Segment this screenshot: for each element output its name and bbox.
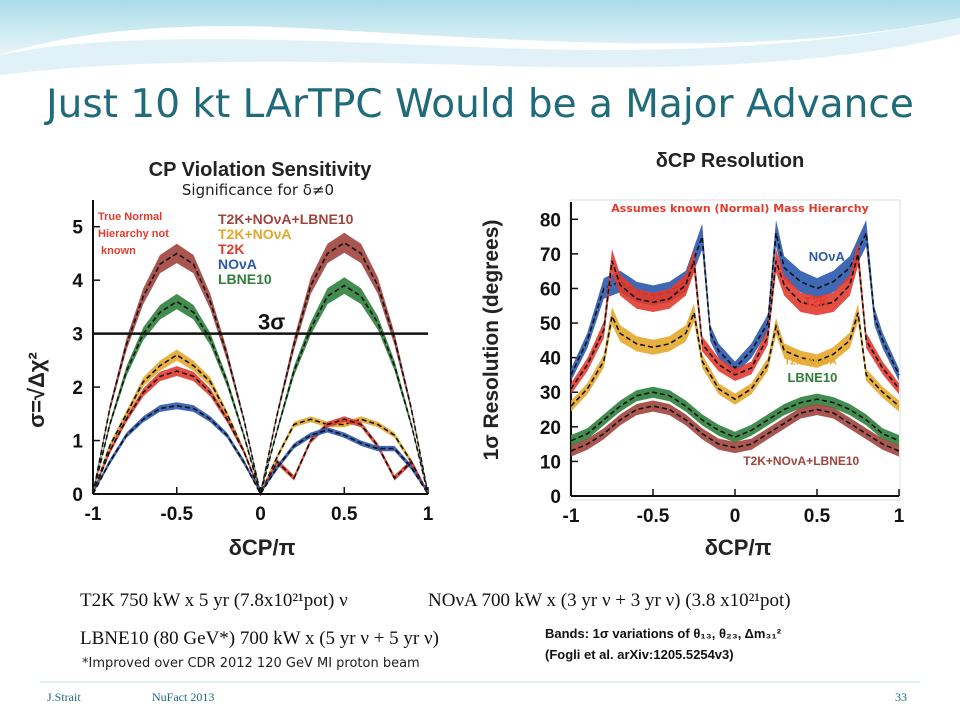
y-axis-label: σ=√Δχ² <box>24 352 49 428</box>
x-axis-label: δCP/π <box>705 535 772 560</box>
band-nonua <box>571 220 899 381</box>
series-label-nonua: NOνA <box>809 249 846 264</box>
legend-entry-t2k-nonua: T2K+NOνA <box>218 226 292 242</box>
annotation-hierarchy: Assumes known (Normal) Mass Hierarchy <box>611 202 869 215</box>
plot-area: -1 -0.5 0 0.5 1 0 1 2 3 4 5 3σ <box>72 200 434 525</box>
y-tick-label: 30 <box>540 383 561 404</box>
legend-entry-nonua: NOνA <box>218 256 257 272</box>
annotation-line-2: Hierarchy not <box>98 228 169 240</box>
banner-wave <box>0 0 960 55</box>
dcp-resolution-chart: δCP Resolution -1 -0.5 0 0.5 101020304050607… <box>480 150 905 560</box>
band-t2k-nonua <box>571 303 899 412</box>
x-tick-label: 0.5 <box>331 504 358 525</box>
series-line-lbne10 <box>570 391 900 442</box>
series-labels: NOνA T2K T2K+NOνA LBNE10 T2K+NOνA+LBNE10 <box>743 249 859 468</box>
y-tick-label: 0 <box>72 485 83 506</box>
series-line-nonua <box>570 230 900 376</box>
chart-title: CP Violation Sensitivity <box>149 159 373 181</box>
y-tick-label: 40 <box>540 349 561 370</box>
beam-line-lbne10: LBNE10 (80 GeV*) 700 kW x (5 yr ν + 5 yr… <box>80 628 439 649</box>
banner-wave-light <box>0 18 960 75</box>
footnote: *Improved over CDR 2012 120 GeV MI proto… <box>82 656 420 671</box>
x-tick-label: 1 <box>423 504 434 525</box>
x-tick-label: -0.5 <box>160 504 193 525</box>
bands-note-line-1: Bands: 1σ variations of θ₁₃, θ₂₃, Δm₃₁² <box>545 626 782 641</box>
y-tick-label: 1 <box>72 432 83 453</box>
x-tick-label: -1 <box>563 506 580 527</box>
series-line-t2k-nonua <box>92 354 429 497</box>
series-label-t2k: T2K <box>804 294 829 309</box>
cp-violation-chart: CP Violation Sensitivity Significance fo… <box>24 159 434 560</box>
y-axis-label: 1σ Resolution (degrees) <box>480 220 503 461</box>
legend-entry-t2k-nonua-lbne10: T2K+NOνA+LBNE10 <box>218 211 354 227</box>
y-tick-label: 80 <box>540 210 561 231</box>
series-line-t2k-nonua-lbne10 <box>570 405 900 452</box>
band-nonua <box>93 402 428 494</box>
series-line-t2k <box>570 253 900 390</box>
y-tick-label: 60 <box>540 279 561 300</box>
chart-subtitle: Significance for δ≠0 <box>182 181 334 199</box>
footer-event: NuFact 2013 <box>152 690 215 704</box>
y-tick-label: 70 <box>540 245 561 266</box>
x-tick-label: 0 <box>255 504 266 525</box>
x-tick-label: -1 <box>85 504 102 525</box>
beam-line-nova: NOνA 700 kW x (3 yr ν + 3 yr ν) (3.8 x10… <box>428 590 791 611</box>
band-t2k-nonua-lbne10 <box>571 400 899 457</box>
y-tick-label: 5 <box>72 218 83 239</box>
y-tick-label: 2 <box>72 378 83 399</box>
x-tick-label: -0.5 <box>637 506 670 527</box>
x-tick-label: 0.5 <box>804 506 831 527</box>
y-tick-label: 4 <box>72 271 83 292</box>
legend-entry-lbne10: LBNE10 <box>218 271 272 287</box>
annotation-line-3: known <box>101 245 136 257</box>
footer-author: J.Strait <box>47 690 81 704</box>
series-line-lbne10 <box>92 284 429 498</box>
x-axis-label: δCP/π <box>229 535 296 560</box>
y-tick-label: 50 <box>540 314 561 335</box>
series-label-lbne10: LBNE10 <box>787 370 837 385</box>
page-number: 33 <box>895 690 907 704</box>
chart-title: δCP Resolution <box>656 150 804 172</box>
band-lbne10 <box>571 386 899 447</box>
series-line-t2k-nonua <box>570 309 900 407</box>
y-tick-label: 0 <box>550 487 561 508</box>
slide-title: Just 10 kt LArTPC Would be a Major Advan… <box>46 82 914 127</box>
y-tick-label: 20 <box>540 418 561 439</box>
beam-line-t2k: T2K 750 kW x 5 yr (7.8x10²¹pot) ν <box>80 590 348 611</box>
series-label-t2k-nonua: T2K+NOνA <box>784 357 837 368</box>
y-tick-label: 10 <box>540 452 561 473</box>
bands-note-line-2: (Fogli et al. arXiv:1205.5254v3) <box>545 647 734 662</box>
annotation-hierarchy: True Normal Hierarchy not known <box>98 211 169 257</box>
legend-entry-t2k: T2K <box>218 241 244 257</box>
annotation-line-1: True Normal <box>98 211 162 223</box>
x-tick-label: 0 <box>730 506 741 527</box>
threshold-label: 3σ <box>258 310 285 335</box>
x-tick-label: 1 <box>894 506 905 527</box>
y-tick-label: 3 <box>72 325 83 346</box>
series-line-nonua <box>92 404 429 496</box>
series-label-t2k-nonua-lbne10: T2K+NOνA+LBNE10 <box>743 454 859 468</box>
